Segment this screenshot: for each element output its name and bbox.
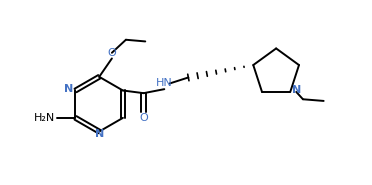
Text: H₂N: H₂N	[34, 113, 55, 123]
Text: HN: HN	[156, 78, 173, 88]
Text: N: N	[94, 129, 104, 139]
Text: O: O	[139, 112, 148, 122]
Text: O: O	[108, 48, 116, 58]
Text: N: N	[292, 85, 302, 95]
Text: N: N	[64, 84, 73, 94]
